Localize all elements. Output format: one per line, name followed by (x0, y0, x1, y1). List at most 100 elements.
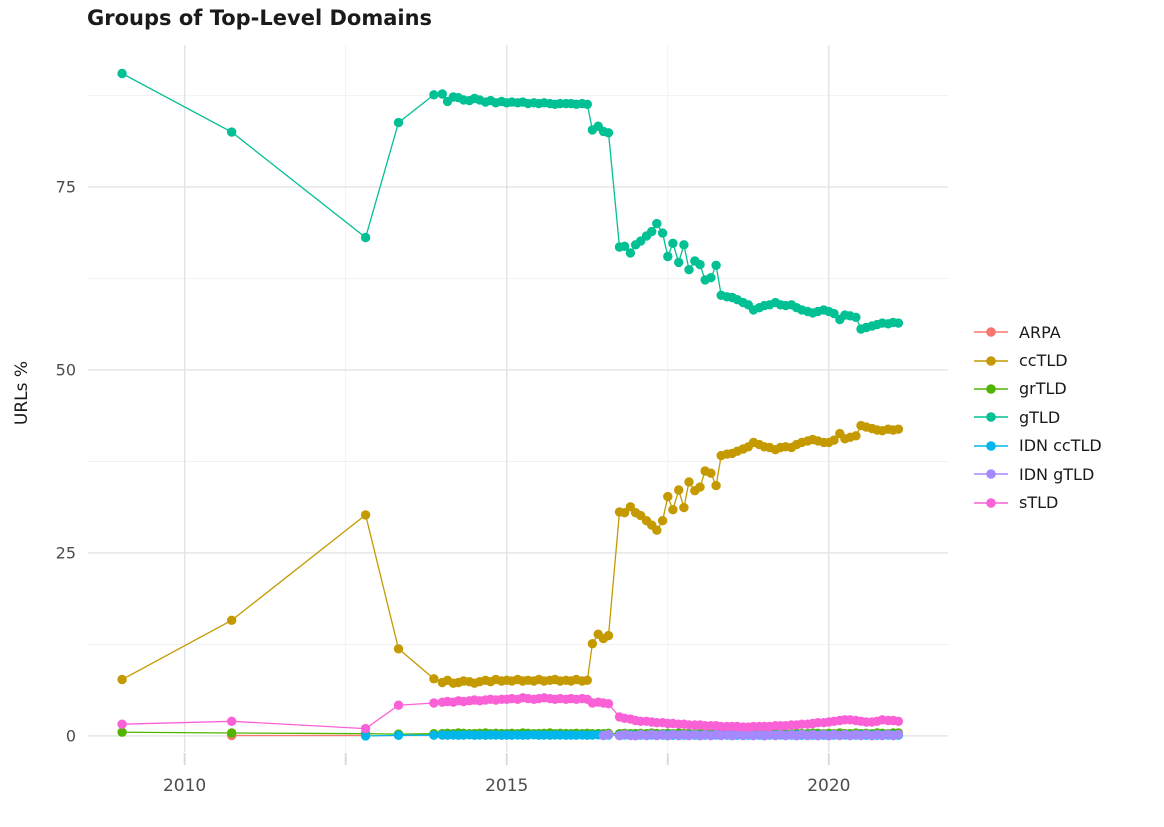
legend: ARPA ccTLD grTLD gTLD IDN ccTLD IDN gTLD sTLD (974, 318, 1102, 517)
series-point-gtld (603, 128, 614, 138)
legend-label: gTLD (1019, 407, 1061, 427)
series-point-cctld (582, 675, 592, 685)
y-tick-label-25: 25 (56, 543, 76, 562)
legend-key-arpa (974, 327, 1008, 337)
series-point-gtld (429, 90, 439, 100)
series-point-cctld (695, 482, 705, 492)
series-point-gtld (851, 312, 861, 322)
legend-key-dot (986, 355, 996, 366)
series-point-cctld (663, 491, 673, 502)
y-axis-title: URLs % (12, 360, 32, 426)
series-point-cctld (117, 674, 127, 685)
series-point-gtld (437, 89, 447, 99)
legend-key-dot (986, 412, 996, 423)
series-point-gtld (829, 308, 839, 319)
series-point-gtld (711, 260, 721, 270)
series-point-gtld (657, 228, 668, 238)
legend-label: ccTLD (1019, 351, 1068, 371)
series-point-gtld (674, 257, 684, 268)
legend-key-idn-gtld (974, 469, 1008, 479)
series-point-gtld (619, 241, 630, 251)
legend-item-idn-cctld: IDN ccTLD (974, 432, 1102, 460)
legend-key-idn-cctld (974, 440, 1008, 451)
legend-item-idn-gtld: IDN gTLD (974, 460, 1102, 488)
series-point-cctld (668, 505, 678, 515)
series-point-gtld (668, 238, 678, 248)
series-point-cctld (679, 502, 689, 513)
x-tick-label-2010: 2010 (163, 776, 206, 796)
series-point-idn-gtld (603, 729, 614, 740)
series-point-cctld (684, 477, 694, 487)
series-point-gtld (582, 99, 592, 110)
series-point-stld (603, 699, 614, 709)
series-point-gtld (695, 259, 705, 270)
series-point-cctld (652, 525, 662, 535)
series-point-gtld (227, 127, 237, 137)
series-point-cctld (587, 639, 598, 649)
legend-key-dot (986, 497, 996, 508)
legend-item-gtld: gTLD (974, 403, 1102, 431)
legend-label: sTLD (1019, 493, 1059, 513)
legend-key-dot (986, 384, 996, 394)
legend-key-dot (986, 327, 996, 337)
series-point-cctld (711, 480, 721, 491)
series-point-cctld (893, 424, 904, 434)
series-point-gtld (652, 218, 662, 229)
series-point-gtld (684, 265, 694, 275)
series-point-idn-cctld (393, 730, 404, 740)
series-point-gtld (625, 248, 636, 258)
series-point-cctld (603, 630, 614, 641)
series-point-gtld (647, 226, 657, 237)
series-point-idn-cctld (360, 731, 371, 741)
legend-key-dot (986, 440, 996, 451)
series-point-gtld (117, 68, 127, 79)
series-point-cctld (429, 674, 439, 684)
y-tick-label-0: 0 (66, 726, 76, 745)
legend-item-stld: sTLD (974, 488, 1102, 516)
series-point-cctld (619, 508, 630, 518)
legend-item-grtld: grTLD (974, 375, 1102, 403)
series-point-cctld (657, 516, 668, 526)
legend-label: ARPA (1019, 322, 1061, 342)
series-point-gtld (706, 273, 716, 283)
series-point-idn-gtld (893, 729, 904, 740)
legend-item-arpa: ARPA (974, 318, 1102, 346)
series-point-gtld (393, 117, 404, 128)
series-point-stld (429, 698, 439, 708)
legend-key-dot (986, 469, 996, 479)
series-point-cctld (706, 468, 716, 478)
series-point-stld (393, 700, 404, 710)
series-point-stld (227, 716, 237, 726)
series-point-cctld (829, 435, 839, 445)
series-line-gtld (121, 72, 899, 330)
series-point-cctld (674, 485, 684, 495)
series-point-gtld (893, 318, 904, 328)
series-point-idn-cctld (429, 730, 439, 740)
legend-key-cctld (974, 355, 1008, 366)
series-point-cctld (227, 615, 237, 625)
chart-title: Groups of Top-Level Domains (87, 6, 433, 30)
series-point-gtld (679, 240, 689, 250)
y-tick-label-50: 50 (56, 360, 76, 379)
series-point-cctld (393, 644, 404, 654)
series-point-gtld (663, 251, 673, 262)
x-tick-label-2020: 2020 (807, 776, 850, 796)
series-point-cctld (360, 510, 371, 520)
legend-item-cctld: ccTLD (974, 346, 1102, 374)
y-tick-label-75: 75 (56, 177, 76, 196)
series-point-stld (360, 723, 371, 734)
legend-key-grtld (974, 384, 1008, 394)
series-point-cctld (851, 431, 861, 441)
series-point-stld (117, 719, 127, 729)
series-point-stld (893, 716, 904, 726)
series-point-gtld (360, 232, 371, 243)
legend-label: grTLD (1019, 379, 1067, 399)
legend-label: IDN gTLD (1019, 464, 1095, 484)
series-point-grtld (117, 727, 127, 737)
legend-key-stld (974, 497, 1008, 508)
legend-label: IDN ccTLD (1019, 436, 1102, 456)
x-tick-label-2015: 2015 (485, 776, 528, 796)
series-point-grtld (227, 728, 237, 738)
